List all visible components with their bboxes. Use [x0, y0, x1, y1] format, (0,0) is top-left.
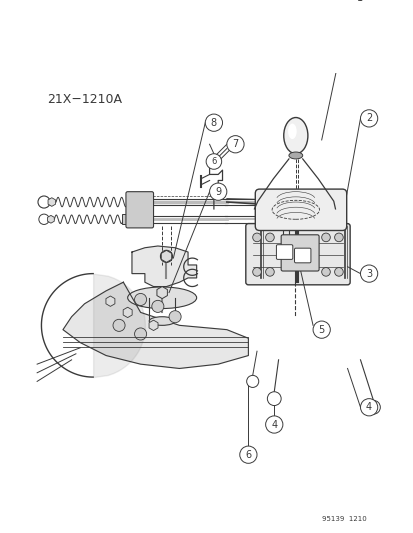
Ellipse shape — [149, 317, 175, 325]
Polygon shape — [132, 246, 196, 287]
Bar — [291, 144, 299, 155]
Text: 9: 9 — [215, 187, 221, 197]
Circle shape — [265, 416, 282, 433]
Circle shape — [312, 321, 330, 338]
Circle shape — [360, 399, 377, 416]
Circle shape — [267, 392, 280, 406]
Text: 1: 1 — [356, 0, 363, 3]
Bar — [126, 196, 138, 208]
Polygon shape — [63, 282, 248, 368]
Circle shape — [160, 251, 172, 262]
Text: 6: 6 — [211, 157, 216, 166]
Circle shape — [366, 400, 380, 414]
Bar — [121, 214, 133, 224]
Circle shape — [334, 268, 342, 276]
Text: 4: 4 — [271, 419, 277, 430]
Text: 8: 8 — [210, 118, 216, 128]
Circle shape — [252, 268, 261, 276]
Circle shape — [239, 446, 256, 463]
Text: 3: 3 — [365, 269, 371, 279]
Circle shape — [321, 268, 330, 276]
Circle shape — [360, 110, 377, 127]
Circle shape — [134, 294, 146, 305]
Circle shape — [39, 214, 49, 224]
FancyBboxPatch shape — [126, 192, 153, 228]
Circle shape — [351, 0, 368, 6]
Circle shape — [360, 265, 377, 282]
Circle shape — [226, 135, 244, 153]
Circle shape — [321, 233, 330, 241]
Circle shape — [113, 319, 125, 332]
Circle shape — [334, 233, 342, 241]
FancyBboxPatch shape — [245, 223, 349, 285]
Ellipse shape — [127, 287, 196, 309]
Text: 95139  1210: 95139 1210 — [321, 516, 366, 522]
Text: 7: 7 — [232, 139, 238, 149]
Circle shape — [205, 114, 222, 131]
Text: 5: 5 — [318, 325, 324, 335]
Text: 21X−1210A: 21X−1210A — [47, 93, 122, 106]
Text: 2: 2 — [365, 114, 371, 123]
FancyBboxPatch shape — [255, 189, 346, 230]
Circle shape — [246, 375, 258, 387]
Ellipse shape — [283, 117, 307, 154]
Ellipse shape — [288, 152, 302, 159]
Circle shape — [152, 300, 164, 312]
Circle shape — [38, 196, 50, 208]
Circle shape — [265, 233, 273, 241]
Text: 6: 6 — [245, 450, 251, 459]
Circle shape — [206, 154, 221, 169]
Circle shape — [265, 268, 273, 276]
FancyBboxPatch shape — [276, 245, 292, 260]
Circle shape — [209, 183, 226, 200]
FancyBboxPatch shape — [294, 248, 310, 263]
Circle shape — [252, 233, 261, 241]
Text: 4: 4 — [365, 402, 371, 412]
Ellipse shape — [287, 124, 296, 139]
Circle shape — [134, 328, 146, 340]
Circle shape — [169, 311, 181, 323]
FancyBboxPatch shape — [280, 235, 318, 271]
